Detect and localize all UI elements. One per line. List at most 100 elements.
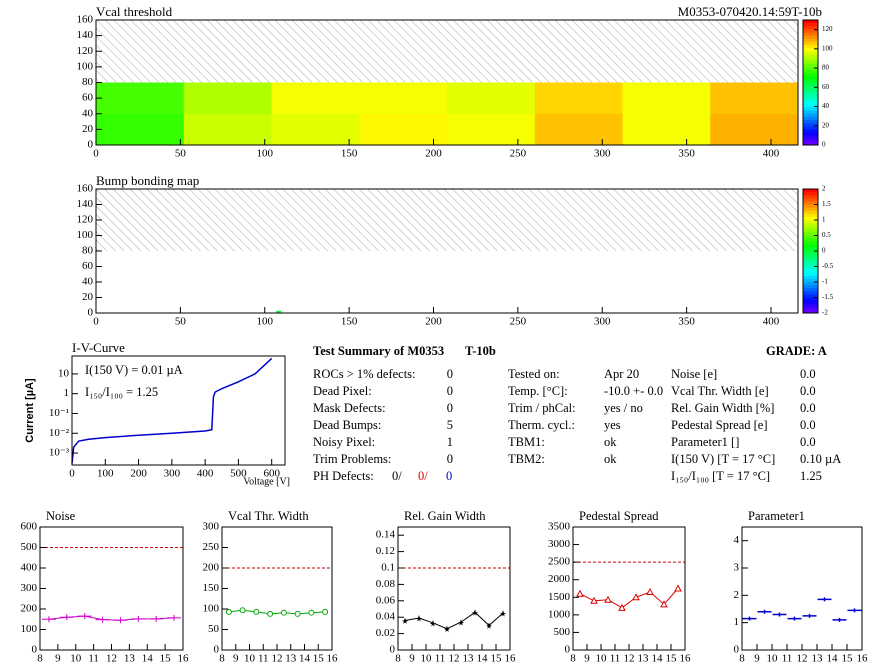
y-tick-label: 0 bbox=[734, 644, 740, 656]
colorbar-step bbox=[803, 210, 818, 215]
y-tick-label: 80 bbox=[82, 76, 94, 88]
marker bbox=[253, 608, 260, 615]
marker bbox=[167, 614, 182, 621]
plot-frame bbox=[397, 526, 511, 651]
colorbar-label: 20 bbox=[822, 121, 830, 129]
bump-point bbox=[276, 310, 282, 313]
summary-tag: T-10b bbox=[465, 344, 496, 358]
y-tick-label: 2000 bbox=[548, 573, 571, 585]
y-tick-label: 20 bbox=[82, 291, 94, 303]
y-axis-label: Current [µA] bbox=[24, 378, 36, 443]
colorbar-step bbox=[803, 35, 818, 40]
colorbar-step bbox=[803, 201, 818, 205]
marker bbox=[95, 616, 110, 623]
data-line bbox=[71, 357, 273, 464]
colorbar-step bbox=[803, 297, 818, 302]
colorbar-step bbox=[803, 269, 818, 274]
y-tick-label: 2 bbox=[734, 589, 740, 601]
colorbar-step bbox=[803, 251, 818, 255]
heatmap-cell bbox=[534, 82, 623, 115]
marker bbox=[430, 619, 436, 627]
y-tick-label: 400 bbox=[21, 562, 38, 574]
y-tick-label: 0 bbox=[88, 139, 94, 151]
colorbar-step bbox=[803, 238, 818, 243]
colorbar-step bbox=[803, 220, 818, 224]
x-tick-label: 16 bbox=[857, 653, 869, 665]
marker bbox=[817, 597, 832, 602]
result-label: Rel. Gain Width [%] bbox=[671, 401, 774, 415]
colorbar-step bbox=[803, 113, 818, 118]
x-axis-label: Voltage [V] bbox=[243, 476, 290, 487]
info-value: yes bbox=[604, 418, 621, 432]
heatmap-cell bbox=[710, 113, 799, 146]
x-tick-label: 200 bbox=[425, 316, 442, 328]
y-tick-label: 50 bbox=[208, 623, 220, 635]
marker bbox=[660, 600, 668, 608]
y-tick-label: 10⁻¹ bbox=[49, 407, 69, 419]
x-tick-label: 200 bbox=[130, 468, 147, 480]
result-label: Vcal Thr. Width [e] bbox=[671, 384, 769, 398]
marker bbox=[322, 608, 329, 615]
x-tick-label: 150 bbox=[341, 148, 358, 160]
defect-value: 5 bbox=[447, 418, 453, 432]
x-tick-label: 400 bbox=[763, 148, 780, 160]
y-tick-label: 2500 bbox=[548, 556, 571, 568]
colorbar-frame bbox=[802, 19, 819, 146]
marker bbox=[225, 608, 232, 615]
x-tick-label: 16 bbox=[680, 653, 692, 665]
ph-defect-value: 0/ bbox=[392, 469, 402, 483]
marker bbox=[646, 587, 654, 596]
plot-frame bbox=[71, 355, 286, 466]
colorbar-step bbox=[803, 266, 818, 271]
x-tick-label: 11 bbox=[782, 653, 793, 665]
y-tick-label: 20 bbox=[82, 123, 94, 135]
annotation: I₁₅₀/I₁₀₀ = 1.25 bbox=[85, 385, 158, 399]
info-label: Temp. [°C]: bbox=[508, 384, 568, 398]
y-tick-label: 500 bbox=[554, 626, 571, 638]
marker bbox=[757, 609, 772, 614]
ph-defect-label: PH Defects: bbox=[313, 469, 374, 483]
colorbar-step bbox=[803, 192, 818, 196]
colorbar-step bbox=[803, 282, 818, 286]
colorbar-step bbox=[803, 189, 818, 193]
x-tick-label: 10 bbox=[70, 653, 82, 665]
x-tick-label: 50 bbox=[175, 148, 187, 160]
colorbar-step bbox=[803, 123, 818, 127]
colorbar-step bbox=[803, 229, 818, 233]
x-tick-label: 9 bbox=[754, 653, 760, 665]
x-tick-label: 300 bbox=[594, 316, 611, 328]
y-tick-label: 300 bbox=[21, 582, 38, 594]
masked-region bbox=[96, 20, 798, 83]
colorbar-step bbox=[803, 272, 818, 277]
colorbar-step bbox=[803, 226, 818, 230]
ph-defect-value: 0/ bbox=[418, 469, 428, 483]
colorbar-step bbox=[803, 41, 818, 46]
x-tick-label: 0 bbox=[93, 148, 99, 160]
colorbar-step bbox=[803, 82, 818, 87]
x-tick-label: 13 bbox=[638, 653, 650, 665]
colorbar-step bbox=[803, 263, 818, 267]
x-tick-label: 9 bbox=[233, 653, 239, 665]
defect-value: 0 bbox=[447, 452, 453, 466]
marker bbox=[832, 617, 847, 622]
colorbar-step bbox=[803, 104, 818, 108]
colorbar-step bbox=[803, 306, 818, 311]
colorbar-step bbox=[803, 257, 818, 261]
x-tick-label: 11 bbox=[435, 653, 446, 665]
colorbar-label: 120 bbox=[822, 25, 833, 33]
result-label: Parameter1 [] bbox=[671, 435, 739, 449]
plot-frame bbox=[39, 526, 184, 651]
marker bbox=[149, 615, 164, 622]
y-tick-label: 0.06 bbox=[376, 594, 396, 606]
y-tick-label: 1 bbox=[734, 616, 740, 628]
x-tick-label: 14 bbox=[142, 653, 154, 665]
colorbar-step bbox=[803, 60, 818, 65]
info-label: Tested on: bbox=[508, 367, 560, 381]
y-tick-label: 3500 bbox=[548, 521, 571, 533]
colorbar-step bbox=[803, 260, 818, 264]
y-tick-label: 0.12 bbox=[376, 545, 395, 557]
y-tick-label: 200 bbox=[21, 603, 38, 615]
y-tick-label: 160 bbox=[77, 183, 94, 195]
info-value: Apr 20 bbox=[604, 367, 639, 381]
colorbar-step bbox=[803, 23, 818, 27]
